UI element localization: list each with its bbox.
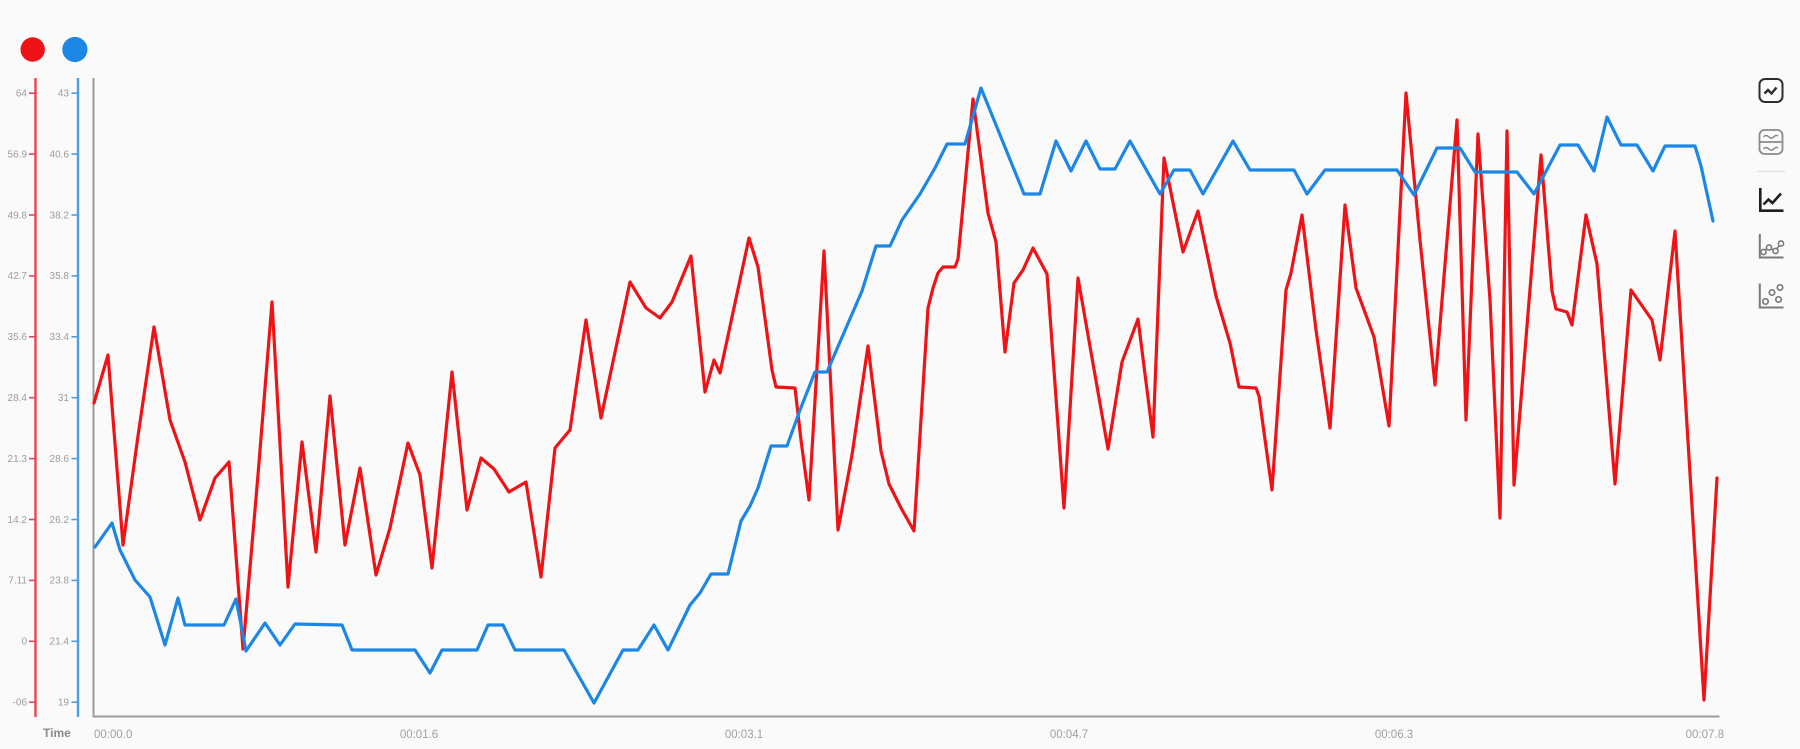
svg-text:19: 19 <box>58 698 70 709</box>
svg-text:21.3: 21.3 <box>8 454 28 465</box>
svg-text:64: 64 <box>16 89 28 100</box>
svg-text:26.2: 26.2 <box>50 515 70 526</box>
svg-text:43: 43 <box>58 89 70 100</box>
svg-text:35.6: 35.6 <box>8 332 28 343</box>
svg-text:40.6: 40.6 <box>50 149 70 160</box>
svg-text:7.11: 7.11 <box>8 576 27 587</box>
svg-text:21.4: 21.4 <box>50 637 70 648</box>
svg-text:00:03.1: 00:03.1 <box>725 729 763 741</box>
svg-text:00:04.7: 00:04.7 <box>1050 729 1088 741</box>
svg-text:00:01.6: 00:01.6 <box>400 729 438 741</box>
svg-text:28.4: 28.4 <box>8 393 28 404</box>
svg-text:00:06.3: 00:06.3 <box>1375 729 1413 741</box>
svg-text:56.9: 56.9 <box>8 149 28 160</box>
svg-text:42.7: 42.7 <box>8 271 28 282</box>
svg-text:Time: Time <box>43 726 71 740</box>
svg-text:14.2: 14.2 <box>8 515 28 526</box>
svg-text:-06: -06 <box>13 698 28 709</box>
svg-text:33.4: 33.4 <box>50 332 70 343</box>
svg-text:49.8: 49.8 <box>8 210 28 221</box>
svg-text:23.8: 23.8 <box>50 576 70 587</box>
svg-text:00:00.0: 00:00.0 <box>94 729 132 741</box>
svg-text:35.8: 35.8 <box>50 271 70 282</box>
svg-text:38.2: 38.2 <box>50 210 70 221</box>
svg-text:00:07.8: 00:07.8 <box>1686 729 1724 741</box>
svg-text:0: 0 <box>21 637 27 648</box>
svg-text:31: 31 <box>58 393 70 404</box>
svg-text:28.6: 28.6 <box>50 454 70 465</box>
